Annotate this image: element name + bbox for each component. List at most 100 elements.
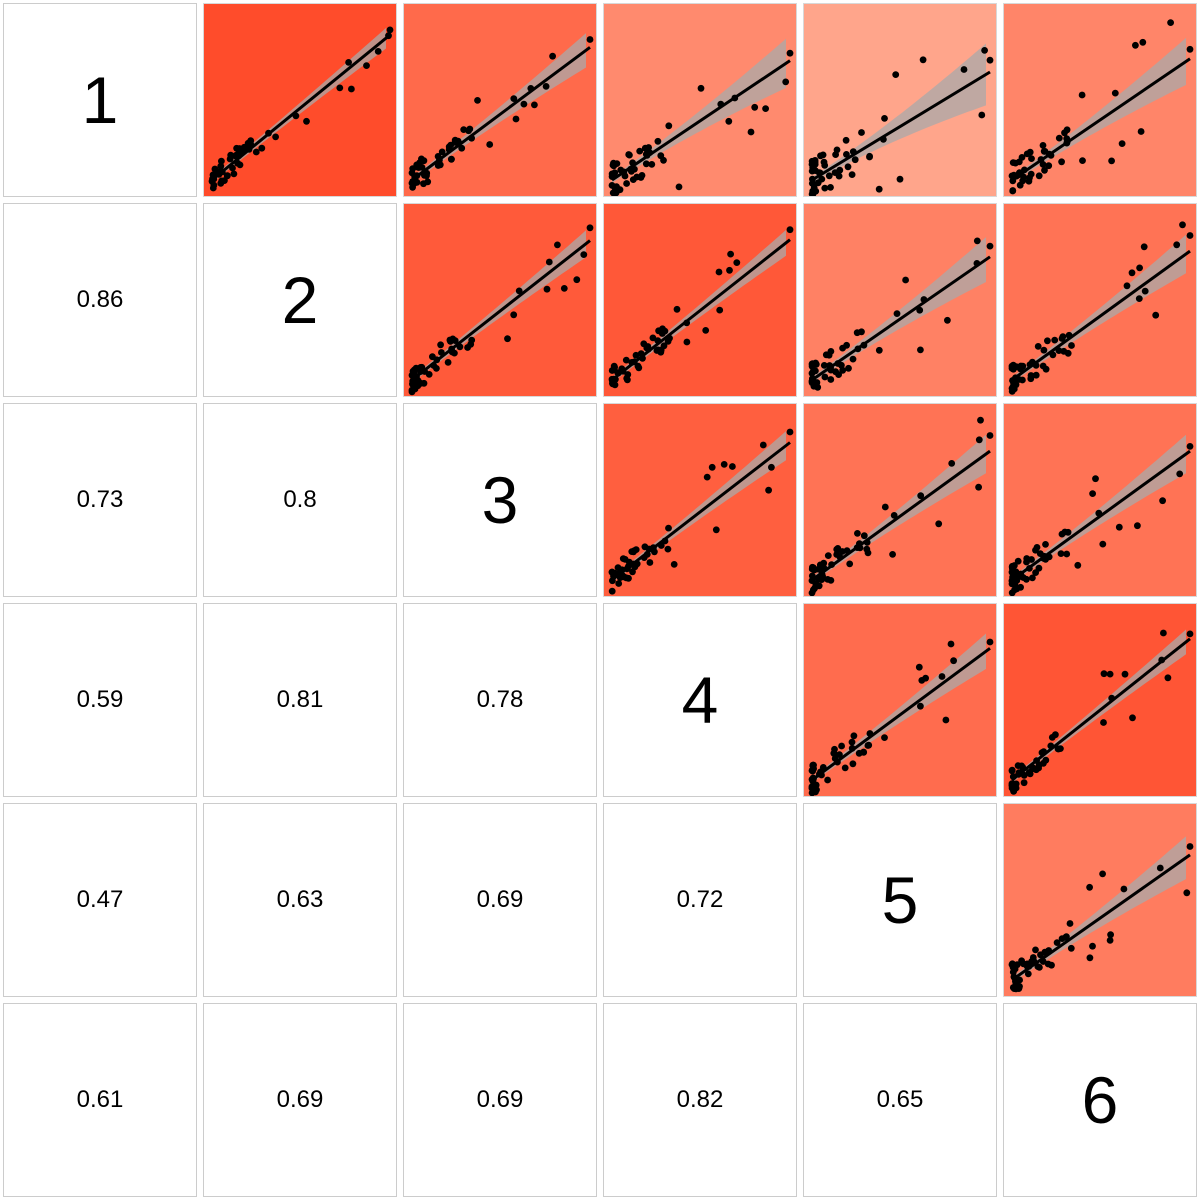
data-point [1057, 550, 1065, 557]
data-point [1028, 155, 1035, 163]
data-point [1186, 443, 1194, 450]
correlation-value: 0.59 [76, 686, 124, 713]
data-point [1086, 954, 1094, 962]
data-point [1134, 522, 1141, 530]
confidence-band [1012, 234, 1186, 383]
data-point [820, 158, 828, 166]
data-point [233, 144, 240, 152]
data-point [218, 157, 225, 165]
data-point [1010, 385, 1018, 393]
data-point [919, 56, 927, 64]
data-point [531, 101, 538, 109]
data-point [303, 117, 310, 125]
data-point [889, 551, 896, 558]
correlation-value: 0.63 [276, 886, 324, 913]
data-point [573, 276, 581, 284]
variable-label-cell: 4 [603, 603, 797, 797]
data-point [1028, 556, 1035, 563]
scatter-panel [603, 403, 797, 597]
scatter-panel [803, 203, 997, 397]
data-point [1061, 528, 1069, 536]
data-point [1140, 243, 1148, 251]
data-point [938, 673, 946, 680]
data-point [844, 163, 852, 171]
data-point [683, 338, 691, 346]
correlation-value: 0.69 [476, 1086, 524, 1113]
data-point [545, 258, 553, 266]
data-point [458, 144, 466, 152]
data-point [363, 62, 370, 69]
data-point [542, 83, 550, 90]
regression-line [811, 255, 991, 382]
data-point [1179, 221, 1186, 229]
data-point [447, 141, 455, 149]
data-point [839, 344, 846, 352]
correlation-value: 0.81 [276, 686, 324, 713]
data-point [715, 268, 723, 276]
data-point [1024, 970, 1032, 978]
regression-line [1011, 57, 1191, 182]
data-point [810, 382, 818, 390]
data-point [978, 111, 986, 119]
data-point [824, 552, 832, 559]
data-point [827, 348, 835, 355]
data-point [759, 441, 767, 449]
data-point [665, 122, 673, 130]
correlation-cell: 0.63 [203, 803, 397, 997]
data-point [786, 49, 794, 57]
data-point [1156, 864, 1164, 872]
data-point [832, 368, 839, 376]
data-point [1009, 960, 1016, 968]
data-point [725, 117, 733, 125]
data-point [560, 285, 568, 292]
scatter-plot [1008, 434, 1194, 596]
data-point [875, 346, 883, 354]
scatter-panel [603, 203, 797, 397]
data-point [1019, 177, 1027, 185]
data-point [646, 559, 654, 566]
data-point [1053, 939, 1061, 946]
data-point [632, 351, 640, 359]
data-point [845, 364, 852, 372]
data-point [655, 327, 662, 335]
data-point [942, 716, 950, 724]
regression-line [811, 70, 991, 182]
data-point [1055, 134, 1063, 142]
regression-line [611, 59, 791, 182]
confidence-band [612, 38, 786, 184]
data-point [1183, 889, 1191, 897]
data-point [917, 492, 925, 500]
data-point [892, 71, 900, 78]
scatter-plot [808, 237, 994, 391]
confidence-band [1012, 37, 1186, 184]
data-point [786, 226, 794, 234]
data-point [851, 156, 859, 164]
data-point [447, 338, 454, 345]
correlation-cell: 0.72 [603, 803, 797, 997]
data-point [893, 310, 901, 317]
data-point [812, 360, 819, 367]
data-point [726, 266, 733, 274]
data-point [1063, 550, 1071, 558]
data-point [833, 551, 841, 558]
data-point [1020, 771, 1028, 779]
data-point [850, 732, 858, 740]
scatter-panel [203, 3, 397, 197]
data-point [549, 52, 556, 60]
data-point [1115, 523, 1123, 531]
data-point [881, 734, 888, 741]
data-point [846, 560, 854, 568]
data-point [1186, 630, 1194, 638]
data-point [1032, 946, 1039, 954]
data-point [1132, 41, 1139, 49]
data-point [420, 180, 427, 188]
data-point [348, 85, 355, 93]
data-point [729, 463, 736, 470]
variable-label: 1 [81, 63, 119, 137]
data-point [1186, 232, 1194, 239]
correlation-value: 0.65 [876, 1086, 924, 1113]
data-point [374, 48, 382, 55]
variable-label: 2 [281, 263, 319, 337]
scatter-panel [1003, 603, 1197, 797]
data-point [944, 316, 951, 324]
